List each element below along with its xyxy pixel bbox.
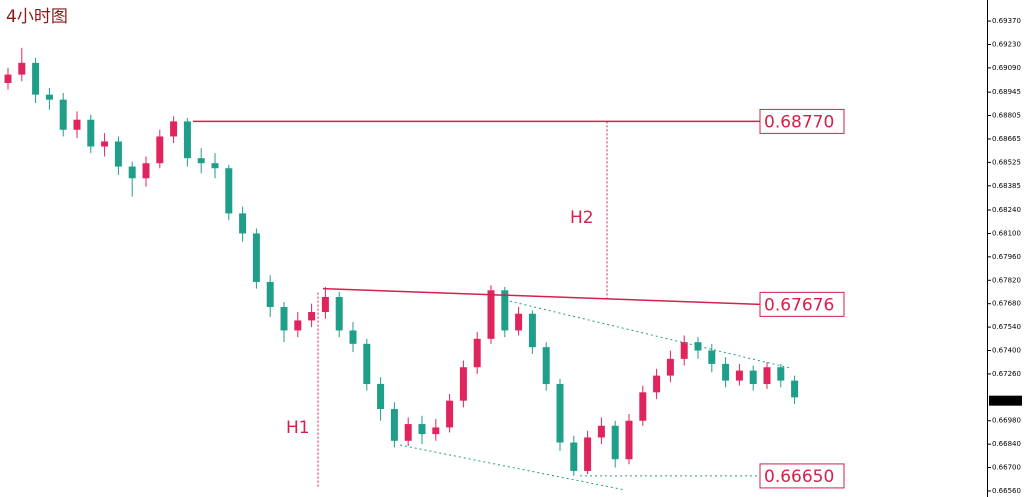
candle-body — [114, 141, 122, 167]
candle-body — [404, 424, 412, 441]
y-tick-label: 0.68100 — [992, 229, 1021, 237]
candle-body — [321, 296, 329, 313]
candle-body — [252, 233, 260, 282]
candle-body — [390, 409, 398, 441]
candle-body — [170, 121, 178, 137]
candle-body — [542, 347, 550, 384]
y-tick-label: 0.67820 — [992, 276, 1021, 284]
y-tick-label: 0.68805 — [992, 112, 1021, 120]
candle-body — [142, 163, 150, 179]
candle-body — [239, 213, 247, 234]
candle-body — [694, 342, 702, 351]
candle-body — [556, 383, 564, 443]
y-tick-label: 0.67960 — [992, 253, 1021, 261]
candle-body — [225, 168, 233, 214]
candle-body — [791, 380, 799, 398]
candle-body — [570, 442, 578, 471]
candle-body — [197, 158, 205, 164]
candle-body — [335, 296, 343, 331]
candle-body — [584, 437, 592, 471]
candle-body — [722, 363, 730, 381]
current-price-label: 0.67100 — [991, 397, 1020, 405]
y-tick-label: 0.66560 — [992, 487, 1021, 495]
candle-body — [515, 313, 523, 331]
candle-body — [377, 383, 385, 410]
candle-body — [308, 312, 316, 321]
candle-body — [487, 290, 495, 339]
candle-body — [680, 342, 688, 359]
candle-body — [294, 320, 302, 331]
candle-body — [128, 166, 136, 179]
y-tick-label: 0.68665 — [992, 135, 1021, 143]
candle-body — [708, 350, 716, 364]
y-tick-label: 0.68525 — [992, 158, 1021, 166]
candle-body — [473, 338, 481, 368]
current-price-box — [989, 395, 1022, 406]
candle-body — [32, 62, 40, 95]
candle-body — [735, 370, 743, 381]
candle-body — [183, 121, 191, 159]
neckline — [322, 287, 761, 306]
y-tick-label: 0.67260 — [992, 370, 1021, 378]
bottom-level-label: 0.66650 — [764, 467, 834, 487]
candle-body — [625, 420, 633, 460]
neckline-label: 0.67676 — [764, 295, 834, 315]
candle-body — [45, 94, 53, 100]
trend-line — [399, 444, 626, 491]
top-level-label: 0.68770 — [764, 112, 834, 132]
candle-body — [501, 290, 509, 331]
candle-body — [777, 367, 785, 381]
candle-body — [266, 281, 274, 308]
h2-label: H2 — [570, 208, 594, 228]
candle-body — [349, 330, 357, 344]
y-tick-label: 0.69090 — [992, 64, 1021, 72]
candle-body — [73, 119, 81, 130]
chart-title: 4小时图 — [6, 7, 68, 27]
y-tick-label: 0.68945 — [992, 88, 1021, 96]
y-tick-label: 0.66840 — [992, 440, 1021, 448]
y-tick-label: 0.66700 — [992, 464, 1021, 472]
candle-body — [363, 343, 371, 384]
candle-body — [639, 392, 647, 421]
y-tick-label: 0.69370 — [992, 17, 1021, 25]
candle-body — [418, 424, 426, 435]
candle-body — [87, 119, 95, 147]
trend-line — [504, 299, 791, 369]
candle-body — [156, 136, 164, 164]
top-level-box — [759, 108, 845, 134]
candle-body — [653, 375, 661, 393]
candle-body — [101, 141, 109, 147]
candle-body — [59, 99, 67, 130]
y-tick-label: 0.67540 — [992, 323, 1021, 331]
candle-body — [611, 425, 619, 460]
h1-label: H1 — [286, 418, 310, 438]
candle-body — [432, 427, 440, 435]
candle-body — [4, 74, 12, 83]
candle-body — [749, 370, 757, 384]
y-tick-label: 0.67400 — [992, 347, 1021, 355]
candle-body — [597, 425, 605, 438]
y-tick-label: 0.67680 — [992, 300, 1021, 308]
candle-body — [18, 62, 26, 75]
y-tick-label: 0.68240 — [992, 206, 1021, 214]
candle-body — [666, 358, 674, 376]
candle-body — [528, 313, 536, 348]
bottom-level-box — [759, 463, 845, 489]
candle-body — [446, 400, 454, 428]
candle-body — [280, 307, 288, 331]
candle-body — [459, 367, 467, 401]
candle-body — [763, 367, 771, 384]
y-tick-label: 0.66980 — [992, 417, 1021, 425]
candle-body — [211, 163, 219, 169]
neckline-box — [759, 291, 845, 317]
y-tick-label: 0.69230 — [992, 40, 1021, 48]
y-tick-label: 0.68385 — [992, 182, 1021, 190]
